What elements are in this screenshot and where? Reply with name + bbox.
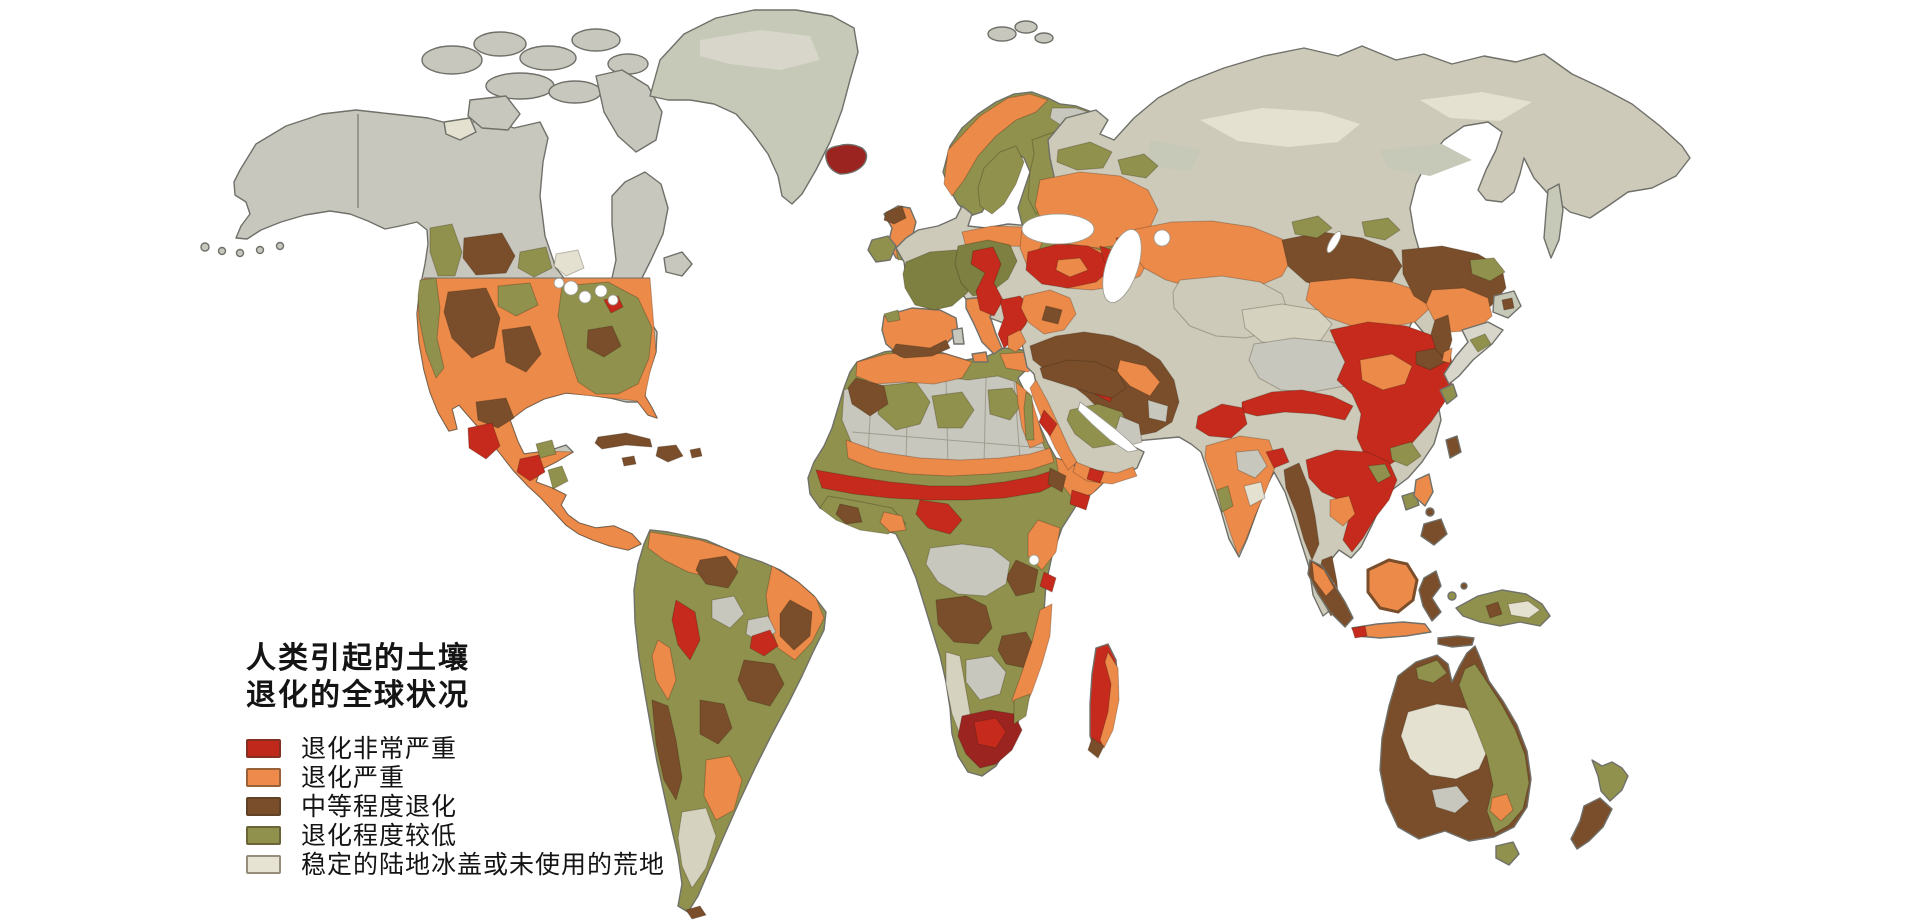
legend-swatch-very-severe — [246, 738, 281, 758]
continent-north-america — [200, 109, 703, 551]
continent-africa — [807, 347, 1120, 777]
legend-label-moderate: 中等程度退化 — [301, 791, 458, 821]
legend-item-low: 退化程度较低 — [246, 820, 665, 850]
legend: 人类引起的土壤 退化的全球状况 退化非常严重 退化严重 中等程度退化 退化程度较… — [246, 640, 666, 879]
legend-swatch-moderate — [246, 796, 281, 816]
legend-swatch-severe — [246, 767, 281, 787]
legend-label-low: 退化程度较低 — [301, 820, 458, 850]
legend-item-stable: 稳定的陆地冰盖或未使用的荒地 — [246, 849, 666, 879]
iceland — [825, 143, 868, 175]
legend-items: 退化非常严重 退化严重 中等程度退化 退化程度较低 稳定的陆地冰盖或未使用的荒地 — [246, 733, 666, 879]
legend-item-severe: 退化严重 — [246, 762, 665, 792]
legend-label-stable: 稳定的陆地冰盖或未使用的荒地 — [301, 849, 666, 879]
legend-swatch-low — [246, 825, 281, 845]
legend-item-moderate: 中等程度退化 — [246, 791, 665, 821]
legend-label-severe: 退化严重 — [301, 762, 406, 792]
region-southeast-asia-islands — [1307, 473, 1551, 648]
legend-item-very-severe: 退化非常严重 — [246, 733, 665, 763]
legend-title-line2: 退化的全球状况 — [246, 678, 470, 713]
continent-south-america — [633, 529, 827, 920]
continent-oceania — [1379, 645, 1629, 866]
greenland — [649, 9, 859, 205]
arctic-islands — [421, 20, 1054, 153]
legend-title-line1: 人类引起的土壤 — [246, 641, 470, 676]
region-east-asia-islands — [1401, 183, 1564, 511]
legend-label-very-severe: 退化非常严重 — [301, 733, 458, 763]
legend-swatch-stable — [246, 854, 281, 874]
legend-title: 人类引起的土壤 退化的全球状况 — [246, 640, 665, 714]
